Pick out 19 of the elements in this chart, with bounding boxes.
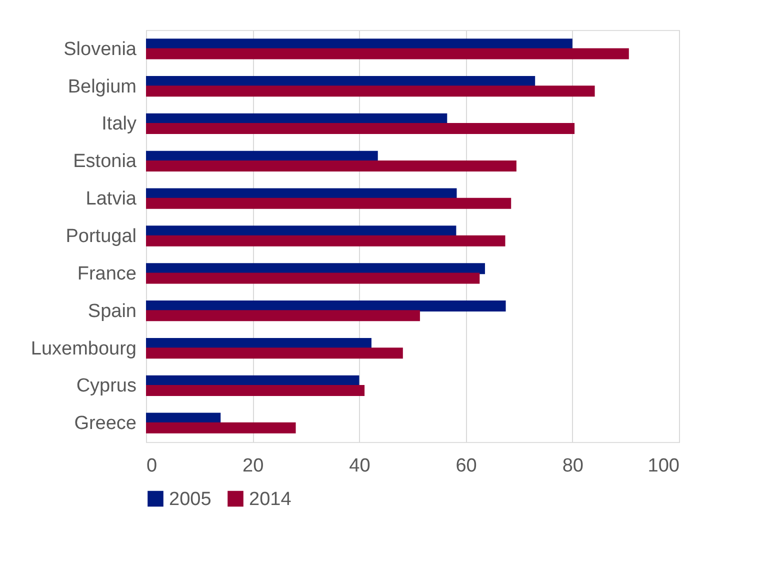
y-tick-label: Slovenia	[64, 38, 137, 60]
x-tick-label: 40	[349, 456, 370, 476]
x-tick-label: 60	[456, 456, 477, 476]
y-tick-label: Belgium	[68, 76, 136, 98]
y-tick-label: Portugal	[66, 226, 136, 247]
legend-label: 2014	[249, 488, 292, 510]
y-tick-label: Estonia	[73, 151, 137, 172]
x-tick-label: 20	[242, 456, 264, 476]
x-tick-label: 80	[562, 456, 584, 476]
y-tick-label: Cyprus	[76, 376, 136, 397]
legend-label: 2005	[169, 488, 212, 510]
y-tick-label: Spain	[88, 300, 136, 322]
x-tick-label: 0	[146, 456, 158, 476]
x-tick-label: 100	[648, 456, 680, 476]
y-tick-label: Greece	[74, 413, 136, 434]
y-tick-label: Latvia	[86, 188, 137, 210]
y-tick-label: Italy	[102, 114, 137, 135]
y-tick-label: Luxembourg	[30, 338, 136, 360]
y-tick-label: France	[77, 263, 136, 284]
